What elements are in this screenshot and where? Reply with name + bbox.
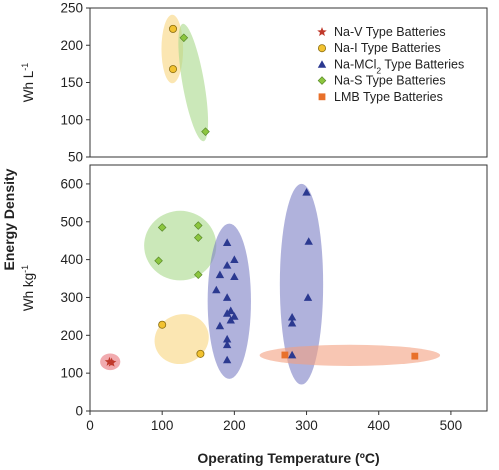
y-tick-label: 0 [75,404,83,419]
data-point-nas [201,127,210,136]
legend-label-subscript: 2 [376,65,381,75]
data-point-nai [158,320,167,329]
y-tick-label: 500 [60,214,83,229]
data-point-nai [169,24,178,33]
legend-item-nai: Na-I Type Batteries [317,41,441,55]
y-tick-label: 100 [60,112,83,127]
data-point-nacl [304,237,313,245]
y-axis-label-sup: -1 [20,265,30,273]
data-point-nacl [303,293,313,301]
shared-y-axis-label: Energy Density [1,168,17,270]
data-point-nai [169,65,178,74]
data-point-nacl [222,293,232,301]
x-tick-label: 300 [295,418,318,433]
data-point-nacl [215,270,225,279]
x-tick-label: 400 [367,418,390,433]
y-tick-label: 250 [60,1,83,16]
panel-gravimetric: 0 100 200 300 400 500 600 Wh kg-1 0 100 200 300 400 5… [20,164,488,433]
data-point-nacl [287,318,297,327]
legend: Na-V Type Batteries Na-I Type Batteries Na… [317,25,464,104]
y-tick-label: 100 [60,366,83,381]
y-tick-label: 600 [60,176,83,191]
data-point-nacl [222,340,232,349]
x-tick-label: 0 [86,418,94,433]
region-ellipse-lmb [259,344,441,366]
data-point-nacl [222,334,232,343]
data-point-nas [193,270,203,280]
panel-volumetric: 50 100 150 200 250 Wh L-1 [20,1,488,165]
data-point-nacl [230,255,239,263]
data-point-nacl [222,309,232,317]
data-point-nacl [230,312,239,320]
data-point-nas [193,221,203,230]
data-point-nacl [226,315,235,324]
region-ellipse-nai [154,314,209,365]
legend-marker-nacl [317,60,327,68]
legend-label-nas: Na-S Type Batteries [334,74,446,88]
legend-item-nacl: Na-MCl2 Type Batteries [317,57,464,75]
data-point-nacl [287,350,297,359]
region-ellipse-nai [161,14,184,84]
y-axis-label-sup: -1 [20,63,30,71]
data-point-nas [193,233,203,242]
y-tick-label: 200 [60,38,83,53]
legend-marker-nai [317,44,326,53]
y-tick-label: 50 [68,150,83,165]
legend-item-lmb: LMB Type Batteries [318,90,443,104]
y-axis-label: Wh L-1 [20,63,36,103]
data-point-nacl [222,355,232,364]
data-point-lmb [281,351,289,359]
x-axis-label: Operating Temperature (ºC) [197,450,379,466]
region-ellipse-nas [144,210,217,281]
legend-marker-nav [317,27,327,37]
data-point-nas [157,223,167,232]
y-tick-label: 400 [60,252,83,267]
plot-frame [89,7,488,158]
data-point-nacl [230,272,239,281]
legend-label-lmb: LMB Type Batteries [334,90,443,104]
data-point-nacl [222,261,232,269]
x-tick-label: 200 [223,418,246,433]
legend-marker-lmb [318,93,326,101]
data-point-nai [196,349,205,358]
region-ellipse-nas [178,23,209,142]
y-tick-label: 150 [60,75,83,90]
data-point-nacl [215,321,225,330]
data-point-nas [154,256,163,266]
legend-marker-nas [317,76,327,85]
region-ellipse-nacl [207,223,251,379]
y-axis-label: Wh kg-1 [20,265,36,311]
x-tick-label: 100 [151,418,174,433]
legend-label-nav: Na-V Type Batteries [334,25,446,39]
x-tick-label: 500 [440,418,463,433]
y-tick-label: 200 [60,328,83,343]
data-point-nas [179,33,189,43]
data-point-nav [106,357,117,367]
data-point-nacl [287,312,297,321]
region-ellipse-nacl [279,183,324,385]
data-point-nacl [302,188,311,196]
legend-item-nav: Na-V Type Batteries [317,25,446,39]
data-point-nacl [212,285,221,294]
legend-label-suffix: Type Batteries [381,57,464,71]
y-tick-label: 300 [60,290,83,305]
data-point-nacl [222,238,232,246]
legend-item-nas: Na-S Type Batteries [317,74,446,88]
legend-label-nai: Na-I Type Batteries [334,41,441,55]
data-point-lmb [411,352,419,360]
legend-label-nacl: Na-MCl2 Type Batteries [334,57,464,75]
